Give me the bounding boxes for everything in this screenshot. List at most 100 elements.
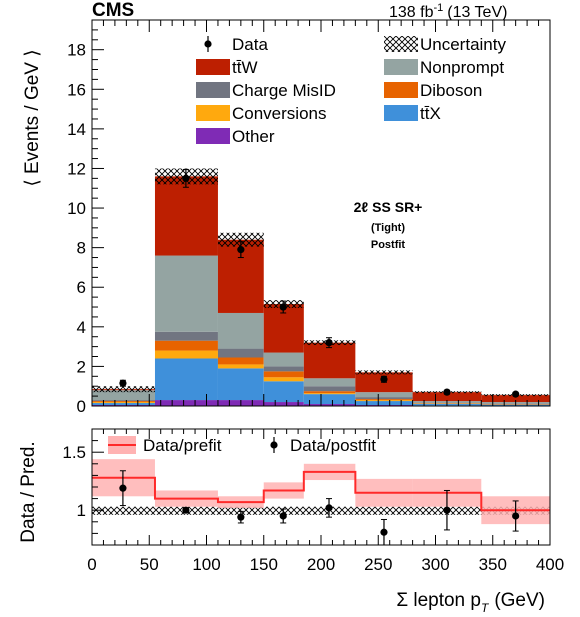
legend-swatch (196, 59, 230, 75)
stack-bar-conversions (263, 377, 304, 382)
stack-bar-ttx (355, 401, 413, 406)
x-tick-label: 0 (87, 555, 96, 574)
stack-bar-charge-misid (92, 400, 155, 402)
ratio-y-tick-label: 1 (77, 501, 86, 520)
ratio-points (119, 470, 520, 546)
stack-bar-charge-misid (355, 397, 413, 400)
postfit-point (443, 506, 451, 514)
stack-bar-nonprompt (355, 392, 413, 398)
uncertainty-hatch (217, 232, 264, 247)
stack-bar-other (154, 400, 218, 406)
stack-bar-charge-misid (217, 348, 264, 358)
legend-swatch (196, 128, 230, 144)
y-tick-label: 8 (77, 239, 86, 258)
y-tick-label: 14 (67, 120, 86, 139)
ratio-y-axis-label: Data / Pred. (18, 441, 39, 542)
stack-bar-conversions (92, 402, 155, 404)
stack-bar-diboson (355, 399, 413, 401)
main-plot-area: 0 2 4 6 8 10 12 14 16 18 Data Uncertainty tt̄W Nonpr… (67, 19, 551, 416)
main-legend: Data Uncertainty tt̄W Nonprompt Charge MisID… (196, 35, 506, 146)
y-tick-label: 4 (77, 318, 86, 337)
postfit-point (182, 506, 190, 514)
x-axis-label: Σ lepton pT (GeV) (396, 590, 545, 615)
data-point (512, 390, 520, 398)
stack-bar-conversions (154, 350, 218, 359)
postfit-point (512, 512, 520, 520)
stack-bar-diboson (217, 357, 264, 365)
y-tick-label: 6 (77, 278, 86, 297)
legend-swatch (196, 82, 230, 98)
legend-label: Uncertainty (420, 35, 506, 54)
y-tick-label: 0 (77, 397, 86, 416)
prefit-line (92, 470, 550, 512)
x-tick-label: 250 (364, 555, 392, 574)
stack-bar-conversions (303, 393, 356, 395)
y-tick-label: 10 (67, 199, 86, 218)
x-tick-label: 150 (250, 555, 278, 574)
stack-bar-nonprompt (92, 390, 155, 401)
data-point (237, 246, 245, 254)
stack-bar-ttx (217, 368, 264, 401)
legend-swatch (196, 105, 230, 121)
ratio-y-tick-label: 1.5 (62, 443, 86, 462)
x-tick-label: 400 (536, 555, 564, 574)
postfit-point (325, 504, 333, 512)
stack-bar-ttw (303, 342, 356, 379)
legend-label: Conversions (232, 104, 327, 123)
legend-label: tt̄W (232, 58, 258, 77)
legend-postfit-marker (270, 441, 278, 449)
main-axes: 0 2 4 6 8 10 12 14 16 18 (67, 19, 551, 416)
data-point (279, 303, 287, 311)
legend-data-marker (204, 40, 212, 48)
postfit-point (119, 484, 127, 492)
ratio-bands (92, 459, 550, 525)
legend-swatch (384, 105, 418, 121)
lumi-label: 138 fb-1 (13 TeV) (389, 2, 507, 21)
y-tick-label: 18 (67, 41, 86, 60)
legend-label: Data (232, 35, 268, 54)
stack-bar-ttw (412, 392, 482, 402)
main-y-axis-label: ⟨ Events / GeV ⟩ (22, 49, 43, 186)
stack-bar-nonprompt (263, 352, 304, 367)
stacked-histogram (92, 176, 550, 406)
stack-bar-charge-misid (303, 386, 356, 392)
legend-swatch (384, 82, 418, 98)
ratio-uncertainty-hatch (92, 506, 550, 515)
ratio-axes: 1 1.5 0 50 100 150 200 250 300 350 400 (62, 428, 564, 574)
stack-bar-nonprompt (217, 312, 264, 349)
x-tick-label: 100 (192, 555, 220, 574)
legend-label: Charge MisID (232, 81, 336, 100)
region-label: 2ℓ SS SR+ (354, 199, 423, 215)
postfit-point (380, 528, 388, 536)
legend-label: Other (232, 127, 275, 146)
y-tick-label: 16 (67, 80, 86, 99)
legend-uncertainty-swatch (384, 36, 418, 52)
x-tick-label: 350 (479, 555, 507, 574)
stack-bar-ttw (154, 176, 218, 256)
data-points (119, 168, 520, 398)
stack-bar-ttx (92, 403, 155, 406)
stack-bar-conversions (355, 400, 413, 402)
data-point (325, 339, 333, 347)
stack-bar-ttx (303, 394, 356, 405)
fit-label: Postfit (371, 239, 406, 251)
stack-bar-diboson (263, 371, 304, 378)
uncertainty-hatch (92, 386, 155, 393)
legend-label: Nonprompt (420, 58, 504, 77)
legend-label: tt̄X (420, 104, 441, 123)
stack-bar-diboson (92, 401, 155, 403)
legend-postfit-label: Data/postfit (290, 436, 376, 455)
postfit-point (279, 512, 287, 520)
ratio-legend: Data/prefit Data/postfit (108, 436, 376, 455)
stack-bar-nonprompt (154, 255, 218, 332)
stack-bar-nonprompt (303, 378, 356, 387)
stack-bar-other (303, 404, 356, 406)
region-sublabel: (Tight) (371, 222, 405, 234)
stack-bar-charge-misid (263, 366, 304, 372)
ratio-plot-area: 1 1.5 0 50 100 150 200 250 300 350 400 Data/prefit… (62, 428, 564, 574)
y-tick-label: 2 (77, 357, 86, 376)
x-tick-label: 300 (421, 555, 449, 574)
data-point (182, 174, 190, 182)
stack-bar-other (263, 402, 304, 406)
